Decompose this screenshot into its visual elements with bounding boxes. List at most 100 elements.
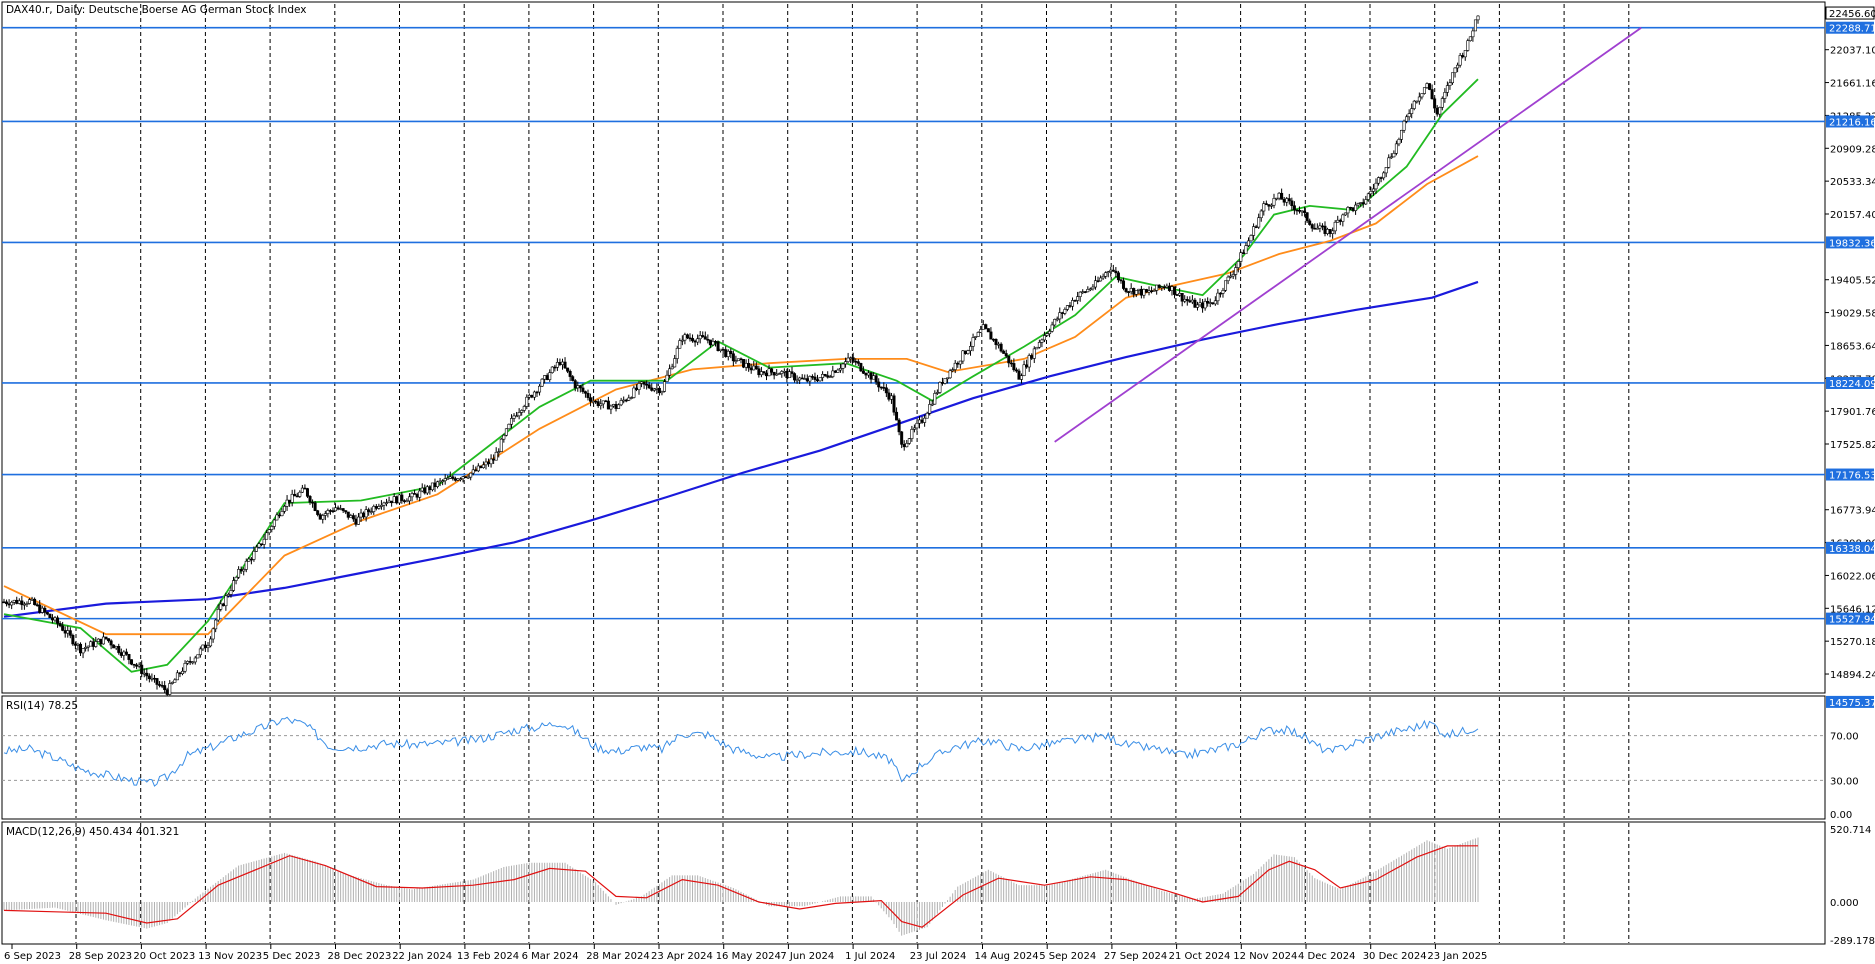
candle-body (17, 600, 21, 604)
candle-body (367, 509, 371, 512)
candle-body (295, 495, 299, 498)
candle-body (410, 493, 414, 498)
candle-body (1252, 226, 1256, 236)
candle-body (1124, 288, 1128, 292)
candle-body (1106, 271, 1110, 274)
candle-body (1030, 355, 1034, 359)
candle-body (430, 482, 434, 491)
candle-body (759, 371, 763, 376)
candle-body (1096, 280, 1100, 282)
price-tick-label: 20157.40 (1830, 210, 1875, 221)
candle-body (397, 494, 401, 504)
candle-body (691, 338, 695, 342)
candle-body (1137, 288, 1141, 291)
candle-body (716, 341, 720, 351)
candle-body (586, 393, 590, 398)
candle-body (703, 336, 707, 340)
date-gridlines (75, 4, 1630, 691)
candle-body (1262, 203, 1266, 212)
candle-body (693, 340, 697, 343)
candle-body (456, 478, 460, 481)
candle-body (1443, 92, 1447, 99)
candle-body (311, 501, 315, 504)
candle-body (1065, 305, 1069, 310)
candle-body (362, 512, 366, 518)
candle-body (15, 599, 19, 604)
candle-body (150, 677, 154, 680)
candle-body (1466, 40, 1470, 51)
candle-body (1216, 292, 1220, 302)
candle-body (280, 511, 284, 517)
candle-body (943, 378, 947, 384)
date-label: 23 Jan 2025 (1427, 951, 1487, 962)
candle-body (1440, 98, 1444, 108)
rsi-panel[interactable]: RSI(14) 78.25 (1, 695, 1826, 820)
candle-body (1155, 284, 1159, 291)
candle-body (1190, 299, 1194, 303)
candle-body (874, 375, 878, 383)
candle-body (229, 590, 233, 595)
candle-body (662, 381, 666, 392)
candle-body (647, 384, 651, 389)
candle-body (474, 469, 478, 472)
candle-body (1341, 214, 1345, 222)
candle-body (849, 357, 853, 359)
level-tag (1826, 21, 1874, 34)
candle-body (1144, 289, 1148, 293)
candle-body (33, 598, 37, 605)
candle-body (1058, 312, 1062, 320)
candle-body (1236, 261, 1240, 268)
candle-body (1229, 275, 1233, 278)
candle-body (99, 638, 103, 645)
rsi-tick-label: 70.00 (1830, 732, 1859, 743)
candle-body (1336, 219, 1340, 223)
candle-body (833, 370, 837, 373)
candle-body (1081, 291, 1085, 293)
candle-body (775, 373, 779, 376)
candle-body (1282, 199, 1286, 203)
candle-body (438, 480, 442, 483)
candle-body (757, 368, 761, 376)
trend-line[interactable] (1054, 27, 1642, 443)
candle-body (731, 353, 735, 362)
date-label: 13 Feb 2024 (457, 951, 519, 962)
macd-panel[interactable]: MACD(12,26,9) 450.434 401.321 (1, 821, 1826, 945)
candle-body (532, 391, 536, 398)
date-label: 14 Aug 2024 (975, 951, 1039, 962)
candle-body (736, 358, 740, 362)
candle-body (1193, 299, 1197, 308)
candle-body (698, 335, 702, 340)
candle-body (244, 560, 248, 570)
candle-body (1241, 252, 1245, 255)
candle-body (846, 357, 850, 362)
candle-body (369, 511, 373, 513)
candle-body (877, 381, 881, 388)
price-tick-label: 20533.34 (1830, 177, 1875, 188)
candle-body (1422, 87, 1426, 94)
candle-body (1078, 291, 1082, 297)
candle-body (1300, 210, 1304, 213)
candle-body (22, 603, 26, 606)
candle-body (1185, 298, 1189, 301)
level-tag-label: 22288.71 (1829, 24, 1875, 35)
level-tag-label: 14575.37 (1829, 698, 1875, 709)
candle-body (1389, 156, 1393, 159)
price-panel[interactable]: DAX40.r, Daily: Deutsche Boerse AG Germa… (1, 1, 1826, 703)
candle-body (1369, 191, 1373, 195)
price-tick-label: 20909.28 (1830, 144, 1875, 155)
candle-body (81, 648, 85, 654)
candle-body (377, 506, 381, 509)
candle-body (265, 532, 269, 540)
date-label: 6 Sep 2023 (4, 951, 61, 962)
candle-body (670, 366, 674, 370)
candle-body (1246, 240, 1250, 246)
candle-body (1249, 235, 1253, 242)
candle-body (1139, 288, 1143, 296)
candle-body (951, 369, 955, 372)
candle-body (423, 487, 427, 494)
candle-body (958, 360, 962, 365)
candle-body (385, 502, 389, 504)
candle-body (685, 334, 689, 339)
